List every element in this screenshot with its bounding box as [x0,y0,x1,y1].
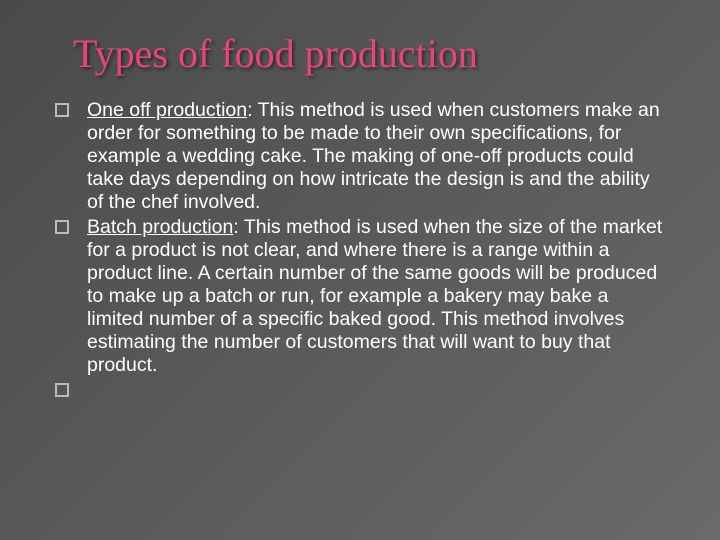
bullet-item: One off production: This method is used … [55,99,665,214]
bullet-item: Batch production: This method is used wh… [55,216,665,377]
bullet-text: One off production: This method is used … [87,99,665,214]
slide-title: Types of food production [73,30,665,77]
slide-container: Types of food production One off product… [0,0,720,540]
bullet-marker-icon [55,383,69,397]
bullet-text: Batch production: This method is used wh… [87,216,665,377]
bullet-marker-icon [55,220,69,234]
bullet-body: : This method is used when the size of t… [87,216,662,376]
bullet-list: One off production : This method is used … [55,99,665,397]
bullet-item [55,379,665,397]
bullet-term: One off production [87,99,247,121]
bullet-marker-icon [55,103,69,117]
bullet-term: Batch production [87,216,233,238]
